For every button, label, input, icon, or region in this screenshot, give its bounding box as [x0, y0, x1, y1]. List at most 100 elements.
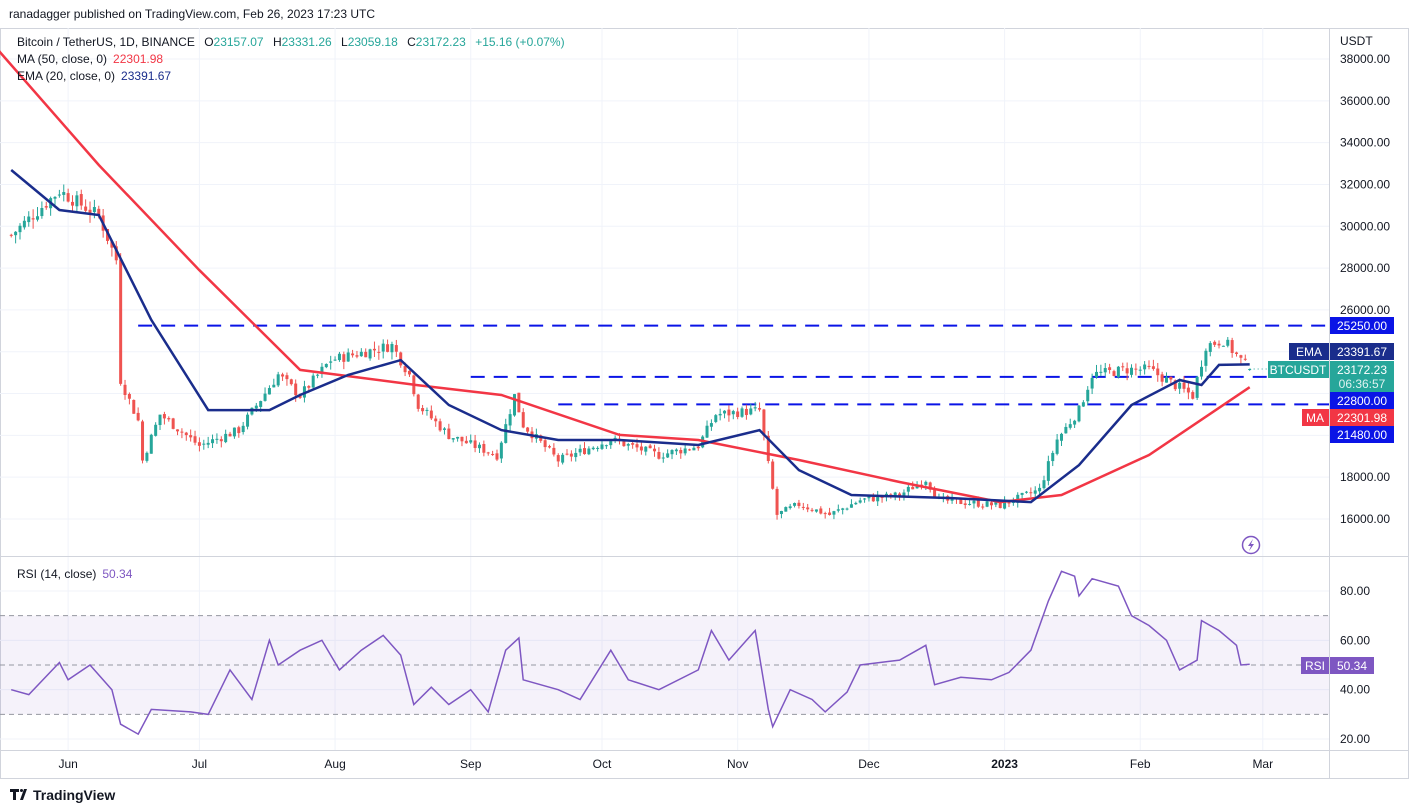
candle-body — [779, 510, 783, 515]
candle-body — [924, 481, 928, 485]
candle-body — [902, 492, 906, 496]
ma-legend[interactable]: MA (50, close, 0) 22301.98 — [17, 52, 163, 66]
candle-body — [508, 414, 512, 426]
tradingview-brand[interactable]: TradingView — [33, 787, 115, 803]
candles — [9, 184, 1252, 520]
candle-body — [75, 195, 79, 207]
candle-body — [635, 444, 639, 448]
candle-body — [1042, 480, 1046, 489]
candle-body — [981, 506, 985, 508]
candle-body — [36, 216, 40, 220]
candle-body — [447, 428, 451, 440]
candle-body — [556, 455, 560, 462]
candle-body — [377, 351, 381, 353]
candle-body — [1116, 366, 1120, 378]
candle-body — [184, 432, 188, 436]
grid — [0, 28, 1329, 750]
candle-body — [867, 496, 871, 499]
candle-body — [241, 425, 245, 433]
time-tick-label: Oct — [593, 757, 612, 771]
candle-body — [569, 453, 573, 457]
candle-body — [228, 433, 232, 437]
symbol-title[interactable]: Bitcoin / TetherUS, 1D, BINANCE — [17, 35, 195, 49]
time-tick-label: Sep — [460, 757, 482, 771]
candle-body — [136, 412, 140, 421]
candle-body — [731, 411, 735, 415]
candle-body — [1235, 352, 1239, 354]
candle-body — [469, 440, 473, 443]
candle-body — [486, 452, 490, 454]
candle-body — [793, 503, 797, 506]
candle-body — [758, 408, 762, 410]
price-tick-label: 16000.00 — [1340, 512, 1390, 526]
candle-body — [1108, 367, 1112, 371]
candle-body — [836, 509, 840, 511]
candle-body — [342, 354, 346, 362]
candle-body — [1046, 461, 1050, 481]
candle-body — [565, 453, 569, 455]
candle-body — [644, 446, 648, 452]
candle-body — [736, 411, 740, 417]
candle-body — [784, 507, 788, 512]
candle-body — [381, 343, 385, 352]
ema-legend[interactable]: EMA (20, close, 0) 23391.67 — [17, 69, 171, 83]
tradingview-logo-icon[interactable] — [10, 789, 27, 800]
candle-body — [372, 348, 376, 351]
candle-body — [189, 435, 193, 438]
time-tick-label: 2023 — [991, 757, 1018, 771]
svg-text:23391.67: 23391.67 — [1337, 345, 1387, 359]
publish-line: ranadagger published on TradingView.com,… — [9, 7, 376, 21]
candle-body — [657, 451, 661, 459]
lightning-icon[interactable] — [1241, 535, 1261, 555]
candle-body — [1221, 345, 1225, 347]
candle-body — [604, 445, 608, 447]
candle-body — [298, 395, 302, 398]
candle-body — [66, 193, 70, 202]
candle-body — [438, 421, 442, 431]
candle-body — [797, 502, 801, 506]
candle-body — [806, 507, 810, 510]
candle-body — [180, 431, 184, 433]
time-tick-label: Jun — [58, 757, 77, 771]
candle-body — [709, 423, 713, 427]
candle-body — [1090, 377, 1094, 389]
candle-body — [442, 428, 446, 430]
time-tick-label: Dec — [858, 757, 879, 771]
candle-body — [132, 399, 136, 414]
candle-body — [1081, 402, 1085, 407]
candle-body — [858, 500, 862, 503]
candle-body — [876, 496, 880, 502]
candle-body — [119, 259, 123, 384]
rsi-legend[interactable]: RSI (14, close) 50.34 — [17, 567, 133, 581]
candle-body — [407, 370, 411, 375]
candle-body — [127, 393, 131, 399]
candle-body — [832, 511, 836, 515]
candle-body — [989, 502, 993, 506]
candle-body — [316, 374, 320, 376]
time-tick-label: Mar — [1252, 757, 1273, 771]
candle-body — [552, 447, 556, 455]
candle-body — [259, 401, 263, 407]
candle-body — [40, 207, 44, 217]
candle-body — [504, 424, 508, 443]
candle-body — [197, 442, 201, 446]
rsi-tick-label: 60.00 — [1340, 633, 1370, 647]
svg-text:Bitcoin / TetherUS, 1D, BINANC: Bitcoin / TetherUS, 1D, BINANCE O23157.0… — [17, 35, 565, 49]
candle-body — [1121, 366, 1125, 368]
candle-body — [653, 448, 657, 452]
candle-body — [215, 438, 219, 440]
time-tick-label: Aug — [324, 757, 345, 771]
candle-body — [1055, 439, 1059, 454]
candle-body — [473, 440, 477, 448]
candle-body — [84, 206, 88, 211]
candle-body — [526, 427, 530, 432]
candle-body — [206, 442, 210, 445]
candle-body — [683, 448, 687, 454]
candle-body — [1138, 369, 1142, 371]
candle-body — [114, 246, 118, 261]
candle-body — [307, 386, 311, 388]
price-tick-label: 30000.00 — [1340, 219, 1390, 233]
ma50-line — [0, 50, 1251, 504]
candle-body — [968, 503, 972, 505]
